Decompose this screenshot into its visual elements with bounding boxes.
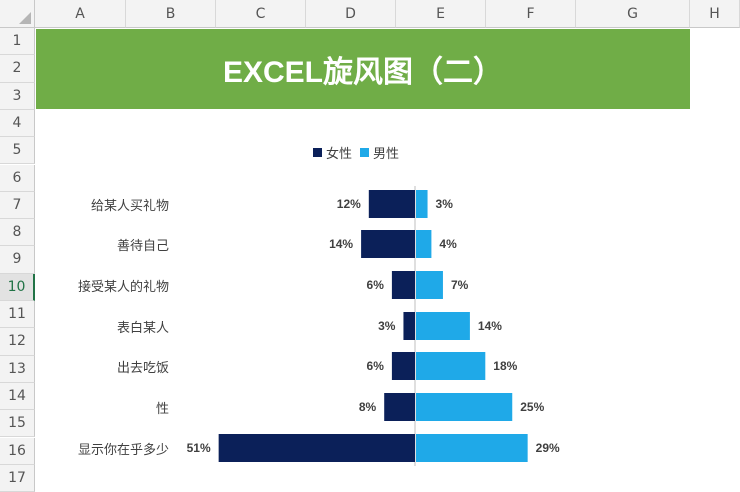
row-header-1[interactable]: 1 [0,28,35,56]
cell-area [36,110,740,486]
row-header-5[interactable]: 5 [0,137,35,165]
category-label: 显示你在乎多少 [77,443,169,458]
chart-legend: 女性 男性 [313,143,407,162]
legend-label-male: 男性 [373,147,400,162]
row-header-16[interactable]: 16 [0,437,35,465]
row-header-7[interactable]: 7 [0,191,35,220]
row-header-6[interactable]: 6 [0,164,35,192]
row-header-8[interactable]: 8 [0,219,35,247]
column-header-H[interactable]: H [690,0,740,28]
select-all-corner[interactable] [0,0,35,28]
column-header-D[interactable]: D [306,0,396,28]
category-label: 善待自己 [116,239,169,254]
row-header-10[interactable]: 10 [0,273,35,301]
legend-item-female: 女性 [313,143,352,162]
column-header-A[interactable]: A [35,0,126,28]
row-header-12[interactable]: 12 [0,328,35,356]
row-header-15[interactable]: 15 [0,410,35,438]
category-label: 表白某人 [116,321,169,336]
legend-swatch-male [360,148,370,157]
row-header-9[interactable]: 9 [0,246,35,274]
column-header-G[interactable]: G [576,0,690,28]
column-header-C[interactable]: C [216,0,306,28]
column-header-F[interactable]: F [486,0,576,28]
row-header-17[interactable]: 17 [0,464,35,492]
category-label: 性 [155,402,169,417]
column-header-B[interactable]: B [126,0,216,28]
row-header-3[interactable]: 3 [0,82,35,110]
category-label: 给某人买礼物 [90,199,169,214]
row-header-2[interactable]: 2 [0,55,35,83]
category-label: 出去吃饭 [116,361,169,376]
legend-label-female: 女性 [326,147,353,162]
column-header-E[interactable]: E [396,0,486,28]
category-label: 接受某人的礼物 [77,280,169,295]
row-header-4[interactable]: 4 [0,109,35,138]
legend-swatch-female [313,148,322,157]
legend-item-male: 男性 [360,143,399,162]
select-all-icon [19,12,31,24]
row-header-11[interactable]: 11 [0,301,35,329]
row-header-14[interactable]: 14 [0,382,35,411]
row-header-13[interactable]: 13 [0,355,35,383]
banner-title: EXCEL旋风图（二） [36,29,690,109]
